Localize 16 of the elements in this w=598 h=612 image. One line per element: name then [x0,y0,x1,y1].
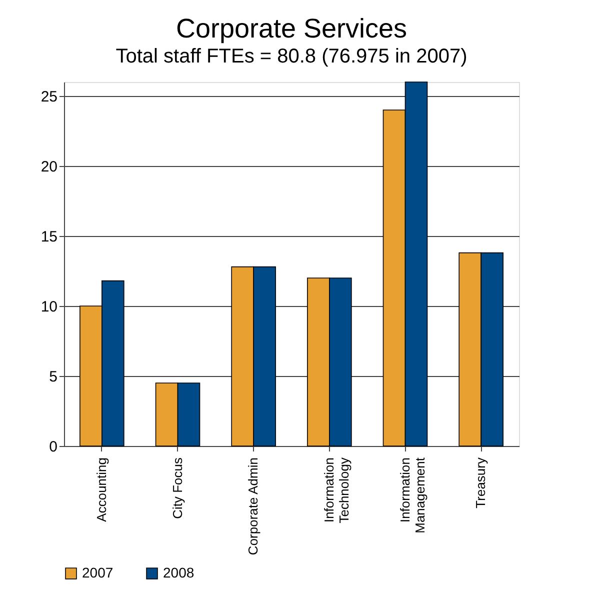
y-tick-label: 10 [40,298,58,316]
x-tick-label: Accounting [94,458,109,522]
chart-subtitle: Total staff FTEs = 80.8 (76.975 in 2007) [116,46,468,68]
y-tick-label: 15 [40,228,58,246]
chart-title: Corporate Services [176,14,408,44]
legend-label: 2007 [82,564,114,580]
x-tick-label: City Focus [170,457,185,519]
x-tick-label: Information Technology [321,457,352,524]
y-tick-label: 0 [49,438,58,456]
x-tick-label: Corporate Admin [246,458,261,556]
y-tick-label: 25 [40,88,58,106]
y-tick-label: 5 [49,368,58,386]
x-tick-label: Treasury [473,457,488,508]
legend-label: 2008 [163,564,194,580]
x-tick-label: Information Management [397,457,428,534]
y-tick-label: 20 [40,158,58,176]
